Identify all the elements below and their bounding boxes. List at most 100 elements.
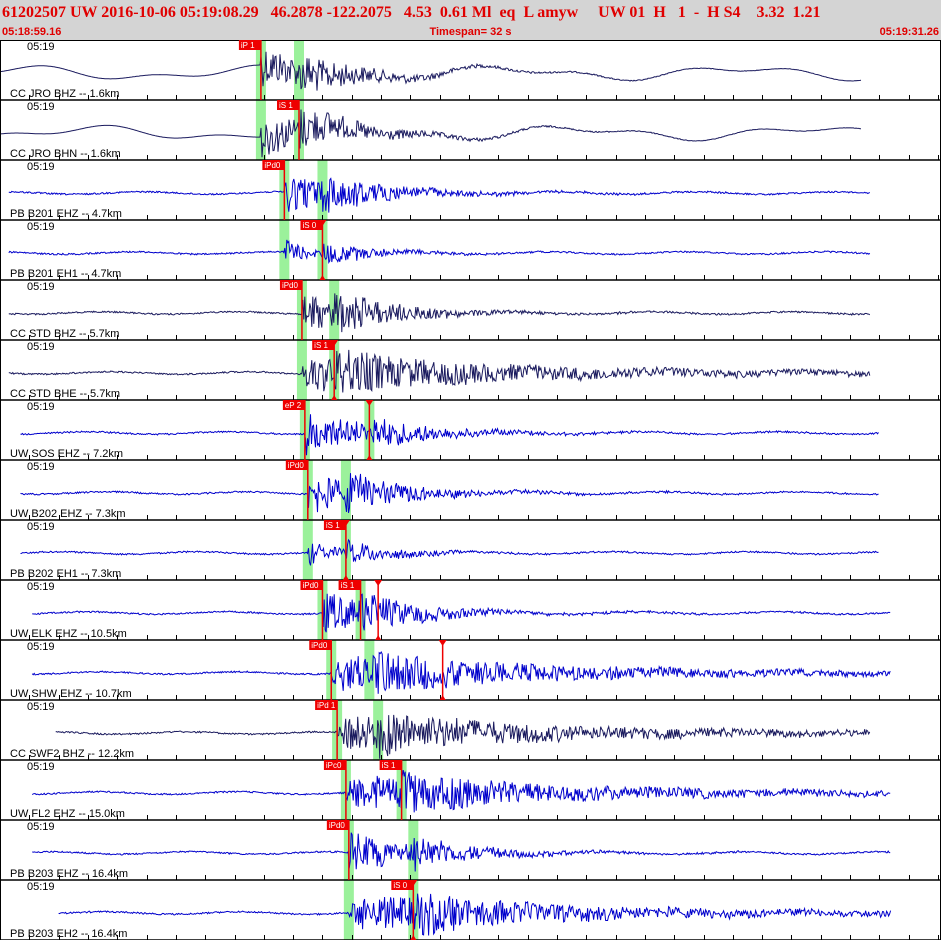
waveform xyxy=(31,650,891,694)
pick-flag xyxy=(282,400,305,410)
waveform xyxy=(20,538,879,566)
end-time: 05:19:31.26 xyxy=(879,26,939,38)
trace-time-label: 05:19 xyxy=(27,761,55,773)
waveform xyxy=(32,593,891,633)
pick-marker-top xyxy=(374,580,383,586)
station-label: CC STD BHE -- 5.7km xyxy=(10,388,120,400)
pick-marker-bottom xyxy=(375,635,382,640)
trace-time-label: 05:19 xyxy=(27,701,55,713)
trace-time-label: 05:19 xyxy=(27,281,55,293)
trace-time-label: 05:19 xyxy=(27,101,55,113)
pick-flag xyxy=(323,520,346,530)
pick-label: iPd0 xyxy=(288,461,305,470)
pick-label: iPd0 xyxy=(329,821,346,830)
pick-label: iPd 1 xyxy=(317,701,336,710)
pick-flag xyxy=(323,760,346,770)
pick-flag xyxy=(379,760,402,770)
pick-label: iS 1 xyxy=(382,761,396,770)
pick-label: iPd0 xyxy=(302,581,319,590)
phase-pick: iS 1 xyxy=(312,340,339,400)
waveform xyxy=(31,770,891,813)
pick-label: iPd0 xyxy=(264,161,281,170)
phase-pick: iPd0 xyxy=(279,280,303,340)
p-window xyxy=(343,880,354,940)
station-label: PB B203 EH2 -- 16.4km xyxy=(10,928,127,940)
pick-marker-top xyxy=(409,880,418,886)
s-window xyxy=(373,700,384,760)
pick-flag xyxy=(312,340,335,350)
waveform xyxy=(0,109,862,158)
waveform xyxy=(32,832,891,872)
phase-pick: iPd 1 xyxy=(315,700,338,760)
pick-marker-top xyxy=(330,340,339,346)
phase-pick: iPd0 xyxy=(262,160,286,220)
pick-flag xyxy=(279,280,302,290)
pick-flag xyxy=(262,160,285,170)
seismogram-panel: 05:19 CC JRO BHZ -- 1.6km 05:19 CC JRO BHN … xyxy=(0,40,941,940)
pick-marker-top xyxy=(365,400,374,406)
pick-label: iP 1 xyxy=(241,41,255,50)
phase-pick: iPc0 xyxy=(323,760,347,820)
s-window xyxy=(364,640,375,700)
pick-marker-top xyxy=(438,640,447,646)
phase-pick: iS 0 xyxy=(300,220,327,280)
pick-label: eP 2 xyxy=(285,401,302,410)
waveform xyxy=(8,293,871,333)
pick-flag xyxy=(300,220,323,230)
pick-flag xyxy=(285,460,308,470)
phase-pick xyxy=(438,640,447,700)
pick-marker-bottom xyxy=(331,395,338,400)
trace-time-label: 05:19 xyxy=(27,341,55,353)
trace-time-label: 05:19 xyxy=(27,521,55,533)
trace-time-label: 05:19 xyxy=(27,461,55,473)
pick-marker-bottom xyxy=(410,935,417,940)
station-label: UW ELK EHZ -- 10.5km xyxy=(10,628,127,640)
picks: iP 1 iS 1 iPd0 iS 0 iPd0 iS 1 eP 2 iPd0 iS 1 iPd0… xyxy=(238,40,447,940)
station-label: PB B203 EHZ -- 16.4km xyxy=(10,868,128,880)
pick-label: iS 1 xyxy=(279,101,293,110)
pick-label: iS 1 xyxy=(326,521,340,530)
waveform xyxy=(8,177,870,213)
pick-flag xyxy=(338,580,361,590)
phase-pick: eP 2 xyxy=(282,400,306,460)
station-label: CC JRO BHZ -- 1.6km xyxy=(10,88,119,100)
trace-time-label: 05:19 xyxy=(27,401,55,413)
phase-pick: iS 1 xyxy=(323,520,350,580)
station-label: UW SOS EHZ -- 7.2km xyxy=(10,448,123,460)
trace-time-label: 05:19 xyxy=(27,161,55,173)
pick-label: iPd0 xyxy=(282,281,299,290)
phase-pick: iPd0 xyxy=(326,820,350,880)
traces xyxy=(0,51,892,936)
waveform xyxy=(20,414,879,456)
pick-marker-top xyxy=(318,220,327,226)
event-summary: 61202507 UW 2016-10-06 05:19:08.29 46.28… xyxy=(2,4,821,21)
pick-label: iS 1 xyxy=(341,581,355,590)
pick-label: iS 0 xyxy=(393,881,407,890)
waveform xyxy=(20,473,879,513)
station-label: CC STD BHZ -- 5.7km xyxy=(10,328,119,340)
station-label: UW FL2 EHZ -- 15.0km xyxy=(10,808,125,820)
waveform xyxy=(8,239,871,264)
station-label: UW SHW EHZ -- 10.7km xyxy=(10,688,132,700)
phase-pick: iS 1 xyxy=(338,580,362,640)
trace-time-label: 05:19 xyxy=(27,581,55,593)
pick-flag xyxy=(300,580,323,590)
waveform xyxy=(0,51,862,91)
phase-pick: iS 1 xyxy=(277,100,300,160)
pick-marker-bottom xyxy=(319,275,326,280)
pick-marker-bottom xyxy=(439,695,446,700)
station-label: CC SWF2 BHZ -- 12.2km xyxy=(10,748,134,760)
waveform xyxy=(8,349,871,393)
pick-label: iS 0 xyxy=(302,221,316,230)
s-window xyxy=(340,460,351,520)
pick-flag xyxy=(391,880,414,890)
pick-flag xyxy=(238,40,261,50)
trace-time-label: 05:19 xyxy=(27,881,55,893)
event-header: 61202507 UW 2016-10-06 05:19:08.29 46.28… xyxy=(0,0,941,40)
trace-time-label: 05:19 xyxy=(27,821,55,833)
pick-flag xyxy=(315,700,338,710)
phase-pick: iS 1 xyxy=(379,760,403,820)
pick-marker-bottom xyxy=(342,575,349,580)
